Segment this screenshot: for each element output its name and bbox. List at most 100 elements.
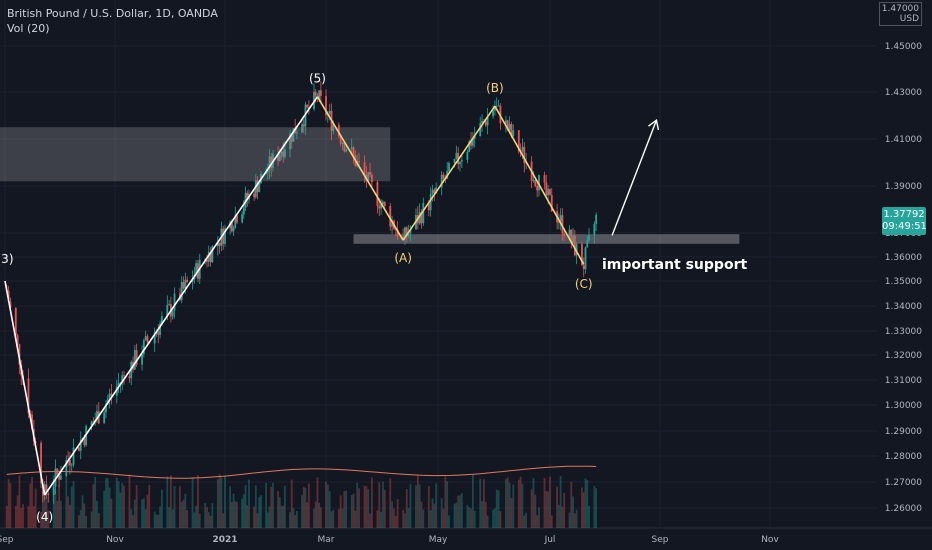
volume-bar (494, 508, 496, 528)
candle-body (369, 171, 371, 176)
candle-body (211, 246, 214, 263)
volume-bar (459, 495, 461, 528)
volume-bar (94, 476, 97, 528)
y-tick-label: 1.28000 (885, 452, 922, 462)
volume-bar (67, 496, 70, 528)
candle-body (479, 123, 482, 137)
wave-label: (A) (394, 251, 412, 265)
y-tick-label: 1.26000 (885, 504, 922, 514)
candle-body (83, 438, 86, 446)
volume-bar (517, 479, 520, 528)
volume-bar (260, 495, 262, 528)
axis-currency[interactable]: 1.47000 USD (878, 2, 922, 26)
volume-bar (56, 500, 59, 528)
candle-body (69, 460, 71, 466)
volume-bars (5, 465, 598, 528)
volume-bar (358, 488, 360, 528)
volume-indicator-label[interactable]: Vol (20) (7, 22, 50, 35)
volume-bar (27, 506, 30, 528)
volume-bar (330, 511, 333, 528)
candle-body (230, 221, 233, 232)
time-axis[interactable]: Sep Nov 2021 Mar May Jul Sep Nov (0, 535, 779, 545)
candle-body (404, 227, 406, 237)
candle-body (186, 279, 189, 282)
candle-body (523, 146, 526, 164)
volume-bar (144, 509, 147, 528)
candle-body (295, 132, 298, 134)
candle-body (96, 411, 98, 421)
candle-body (9, 301, 12, 308)
candle-body (256, 180, 259, 193)
volume-bar (133, 499, 136, 528)
candle-body (246, 192, 249, 200)
candle-body (168, 304, 170, 305)
volume-bar (350, 494, 353, 528)
volume-bar (207, 512, 210, 528)
volume-bar (270, 486, 273, 528)
volume-bar (244, 484, 247, 528)
volume-bar (301, 495, 303, 528)
candle-body (160, 316, 163, 324)
candle-body (254, 180, 257, 198)
grid (0, 0, 932, 529)
volume-bar (484, 502, 487, 528)
volume-ma-line (6, 465, 597, 479)
volume-bar (302, 486, 305, 528)
symbol-title[interactable]: British Pound / U.S. Dollar, 1D, OANDA (7, 7, 218, 20)
candle-body (141, 354, 143, 365)
volume-bar (230, 502, 233, 528)
resistance-zone (0, 127, 391, 182)
wave-labels: (3) (4) (5) (A) (B) (C) important support (0, 72, 747, 524)
volume-bar (32, 506, 35, 528)
candle-body (532, 180, 535, 181)
candle-body (561, 215, 564, 234)
volume-bar (523, 515, 526, 528)
volume-bar (332, 509, 335, 528)
candle-body (294, 128, 297, 134)
volume-bar (105, 477, 107, 528)
candle-body (70, 464, 73, 466)
candle-body (265, 172, 267, 175)
volume-bar (108, 487, 111, 528)
volume-bar (171, 509, 174, 528)
candle-body (486, 116, 489, 126)
candle-body (54, 468, 57, 487)
candle-body (277, 153, 279, 161)
volume-bar (534, 494, 537, 528)
candle-body (440, 174, 443, 188)
candle-body (378, 205, 381, 209)
volume-bar (404, 513, 406, 528)
wave-label: (B) (486, 81, 504, 95)
current-price: 1.37792 (883, 209, 925, 220)
volume-bar (429, 510, 432, 528)
candle-body (60, 475, 62, 480)
volume-bar (586, 480, 589, 528)
candle-body (232, 227, 235, 232)
volume-bar (416, 475, 419, 528)
volume-bar (389, 478, 392, 528)
volume-bar (128, 474, 131, 528)
volume-bar (521, 483, 524, 528)
volume-bar (563, 492, 566, 528)
volume-bar (446, 481, 449, 528)
volume-bar (229, 486, 232, 528)
volume-bar (18, 475, 21, 528)
price-axis[interactable]: 1.450001.430001.410001.390001.370001.360… (885, 42, 922, 514)
candle-body (105, 403, 107, 413)
volume-bar (341, 508, 344, 528)
volume-bar (284, 485, 286, 528)
candle-body (128, 376, 131, 379)
currency-label: USD (899, 14, 919, 24)
volume-bar (440, 498, 443, 528)
volume-bar (160, 489, 163, 528)
candle-body (14, 307, 17, 336)
candle-body (241, 214, 244, 223)
volume-bar (265, 482, 267, 528)
candle-body (325, 95, 327, 116)
volume-bar (382, 481, 384, 528)
candle-body (144, 336, 147, 341)
volume-bar (584, 478, 587, 528)
volume-bar (339, 495, 342, 528)
